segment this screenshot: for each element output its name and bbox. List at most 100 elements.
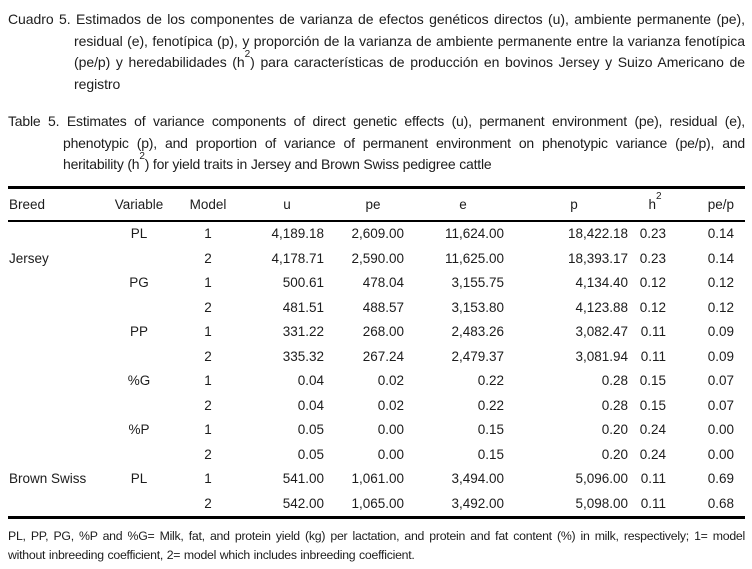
p-cell: 0.20 [601,422,628,438]
breed-cell [8,295,103,320]
breed-cell [8,221,103,247]
u-cell: 0.05 [297,446,324,462]
h2-cell: 0.15 [639,373,666,389]
caption-spanish-text-end: ) para características de producción en … [74,54,745,92]
pe-cell: 1,061.00 [351,471,404,487]
table-row: 2 0.04 0.02 0.22 0.28 0.15 0.07 [8,393,745,418]
u-cell: 0.04 [297,373,324,389]
u-cell: 4,189.18 [271,226,324,242]
table-row: Brown Swiss PL 1 541.00 1,061.00 3,494.0… [8,467,745,492]
caption-spanish-label: Cuadro 5. [8,11,71,27]
breed-cell [8,344,103,369]
h2-cell: 0.12 [639,299,666,315]
table-row: 2 481.51 488.57 3,153.80 4,123.88 0.12 0… [8,295,745,320]
model-cell: 1 [204,373,212,389]
variable-cell [103,246,175,271]
e-cell: 0.22 [477,373,504,389]
column-header-variable: Variable [103,187,175,222]
p-cell: 5,096.00 [575,471,628,487]
model-cell: 2 [204,397,212,413]
h2-cell: 0.15 [639,397,666,413]
pep-cell: 0.09 [707,324,734,340]
pe-cell: 0.02 [377,397,404,413]
p-cell: 3,081.94 [575,348,628,364]
variance-components-table: Breed Variable Model u pe e p h2 pe/p PL… [8,185,745,519]
caption-english-text-end: ) for yield traits in Jersey and Brown S… [144,156,492,172]
h2-cell: 0.11 [640,471,666,487]
breed-cell: Brown Swiss [9,471,87,487]
variable-cell [103,344,175,369]
table-header-row: Breed Variable Model u pe e p h2 pe/p [8,187,745,222]
u-cell: 331.22 [282,324,324,340]
table-row: 2 542.00 1,065.00 3,492.00 5,098.00 0.11… [8,491,745,517]
pep-cell: 0.14 [707,250,734,266]
variable-cell [103,295,175,320]
pe-cell: 2,590.00 [351,250,404,266]
model-cell: 2 [204,446,212,462]
h2-superscript: 2 [655,190,662,202]
table-row: PG 1 500.61 478.04 3,155.75 4,134.40 0.1… [8,271,745,296]
variable-cell: PL [130,471,148,487]
pep-cell: 0.00 [707,446,734,462]
pe-cell: 267.24 [362,348,404,364]
variable-cell: %G [127,373,151,389]
variable-cell: PL [130,226,148,242]
model-cell: 2 [204,348,212,364]
model-cell: 1 [204,226,212,242]
table-footnote: PL, PP, PG, %P and %G= Milk, fat, and pr… [8,528,745,563]
h2-cell: 0.11 [640,495,666,511]
column-header-model: Model [175,187,241,222]
p-cell: 5,098.00 [575,495,628,511]
e-cell: 0.15 [477,422,504,438]
p-cell: 4,134.40 [575,275,628,291]
variable-cell [103,442,175,467]
e-cell: 3,155.75 [451,275,504,291]
breed-cell [8,369,103,394]
variable-cell [103,393,175,418]
p-cell: 0.20 [601,446,628,462]
h2-cell: 0.23 [639,226,666,242]
model-cell: 2 [204,250,212,266]
breed-cell [8,393,103,418]
table-row: Jersey 2 4,178.71 2,590.00 11,625.00 18,… [8,246,745,271]
u-cell: 4,178.71 [271,250,324,266]
h2-cell: 0.11 [640,348,666,364]
caption-english-text: Estimates of variance components of dire… [63,113,745,172]
caption-spanish: Cuadro 5. Estimados de los componentes d… [8,9,745,95]
model-cell: 2 [204,495,212,511]
table-row: PL 1 4,189.18 2,609.00 11,624.00 18,422.… [8,221,745,247]
pe-cell: 0.00 [377,422,404,438]
h2-cell: 0.23 [639,250,666,266]
pe-cell: 2,609.00 [351,226,404,242]
table-row: PP 1 331.22 268.00 2,483.26 3,082.47 0.1… [8,320,745,345]
pep-cell: 0.69 [707,471,734,487]
h2-cell: 0.11 [640,324,666,340]
p-cell: 0.28 [601,373,628,389]
pe-cell: 1,065.00 [351,495,404,511]
table-row: %G 1 0.04 0.02 0.22 0.28 0.15 0.07 [8,369,745,394]
breed-cell [8,320,103,345]
pe-cell: 488.57 [362,299,404,315]
h2-cell: 0.12 [639,275,666,291]
table-row: %P 1 0.05 0.00 0.15 0.20 0.24 0.00 [8,418,745,443]
u-cell: 481.51 [282,299,324,315]
e-cell: 0.22 [477,397,504,413]
caption-spanish-text: Estimados de los componentes de varianza… [74,11,745,70]
breed-cell: Jersey [9,250,49,266]
breed-cell [8,271,103,296]
u-cell: 541.00 [282,471,324,487]
model-cell: 1 [204,471,212,487]
table-body: PL 1 4,189.18 2,609.00 11,624.00 18,422.… [8,221,745,518]
caption-english-label: Table 5. [8,113,60,129]
u-cell: 0.05 [297,422,324,438]
table-row: 2 335.32 267.24 2,479.37 3,081.94 0.11 0… [8,344,745,369]
caption-spanish-h2-superscript: 2 [244,48,251,60]
e-cell: 0.15 [477,446,504,462]
h2-base: h [648,196,656,212]
e-cell: 3,492.00 [451,495,504,511]
column-header-u: u [241,187,333,222]
e-cell: 2,479.37 [451,348,504,364]
column-header-pep: pe/p [675,187,745,222]
h2-cell: 0.24 [639,446,666,462]
